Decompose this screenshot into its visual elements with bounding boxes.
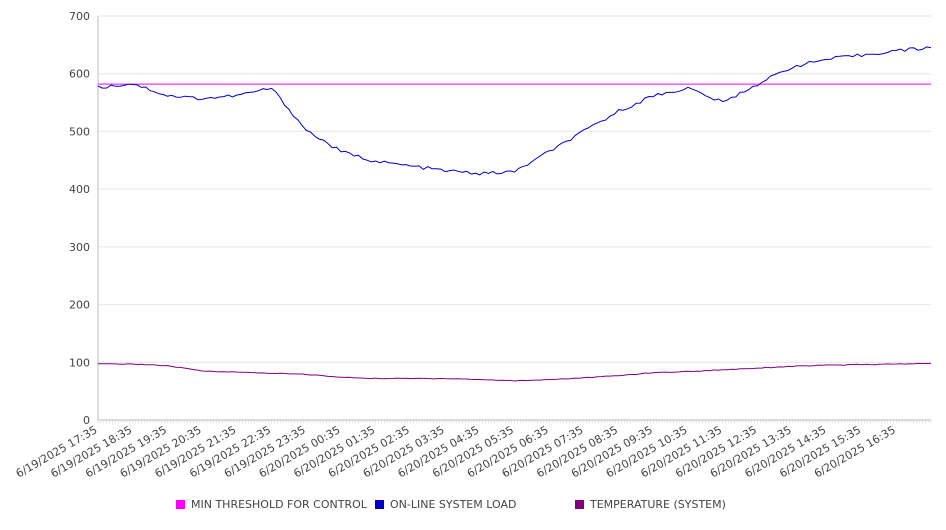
x-tick-labels: 6/19/2025 17:356/19/2025 18:356/19/2025 … bbox=[14, 423, 898, 480]
y-tick-label: 200 bbox=[69, 299, 90, 312]
legend-swatch bbox=[375, 500, 384, 509]
y-tick-label: 600 bbox=[69, 68, 90, 81]
y-tick-label: 300 bbox=[69, 241, 90, 254]
y-tick-label: 100 bbox=[69, 356, 90, 369]
legend-swatch bbox=[575, 500, 584, 509]
grid bbox=[98, 15, 931, 363]
legend-label: TEMPERATURE (SYSTEM) bbox=[590, 498, 726, 511]
legend-swatch bbox=[176, 500, 185, 509]
series-line bbox=[98, 362, 932, 382]
legend-item-min-threshold: MIN THRESHOLD FOR CONTROL bbox=[176, 498, 367, 511]
legend-item-system-load: ON-LINE SYSTEM LOAD bbox=[375, 498, 516, 511]
legend-item-temperature: TEMPERATURE (SYSTEM) bbox=[575, 498, 726, 511]
series-lines bbox=[97, 46, 932, 382]
legend: MIN THRESHOLD FOR CONTROL ON-LINE SYSTEM… bbox=[0, 498, 946, 516]
y-tick-label: 0 bbox=[83, 414, 90, 427]
y-tick-label: 500 bbox=[69, 125, 90, 138]
y-tick-labels: 0 100 200 300 400 500 600 700 bbox=[69, 10, 90, 427]
legend-label: ON-LINE SYSTEM LOAD bbox=[390, 498, 517, 511]
axes bbox=[97, 16, 932, 423]
y-tick-label: 700 bbox=[69, 10, 90, 23]
series-line bbox=[97, 46, 932, 176]
y-tick-label: 400 bbox=[69, 183, 90, 196]
legend-label: MIN THRESHOLD FOR CONTROL bbox=[191, 498, 367, 511]
